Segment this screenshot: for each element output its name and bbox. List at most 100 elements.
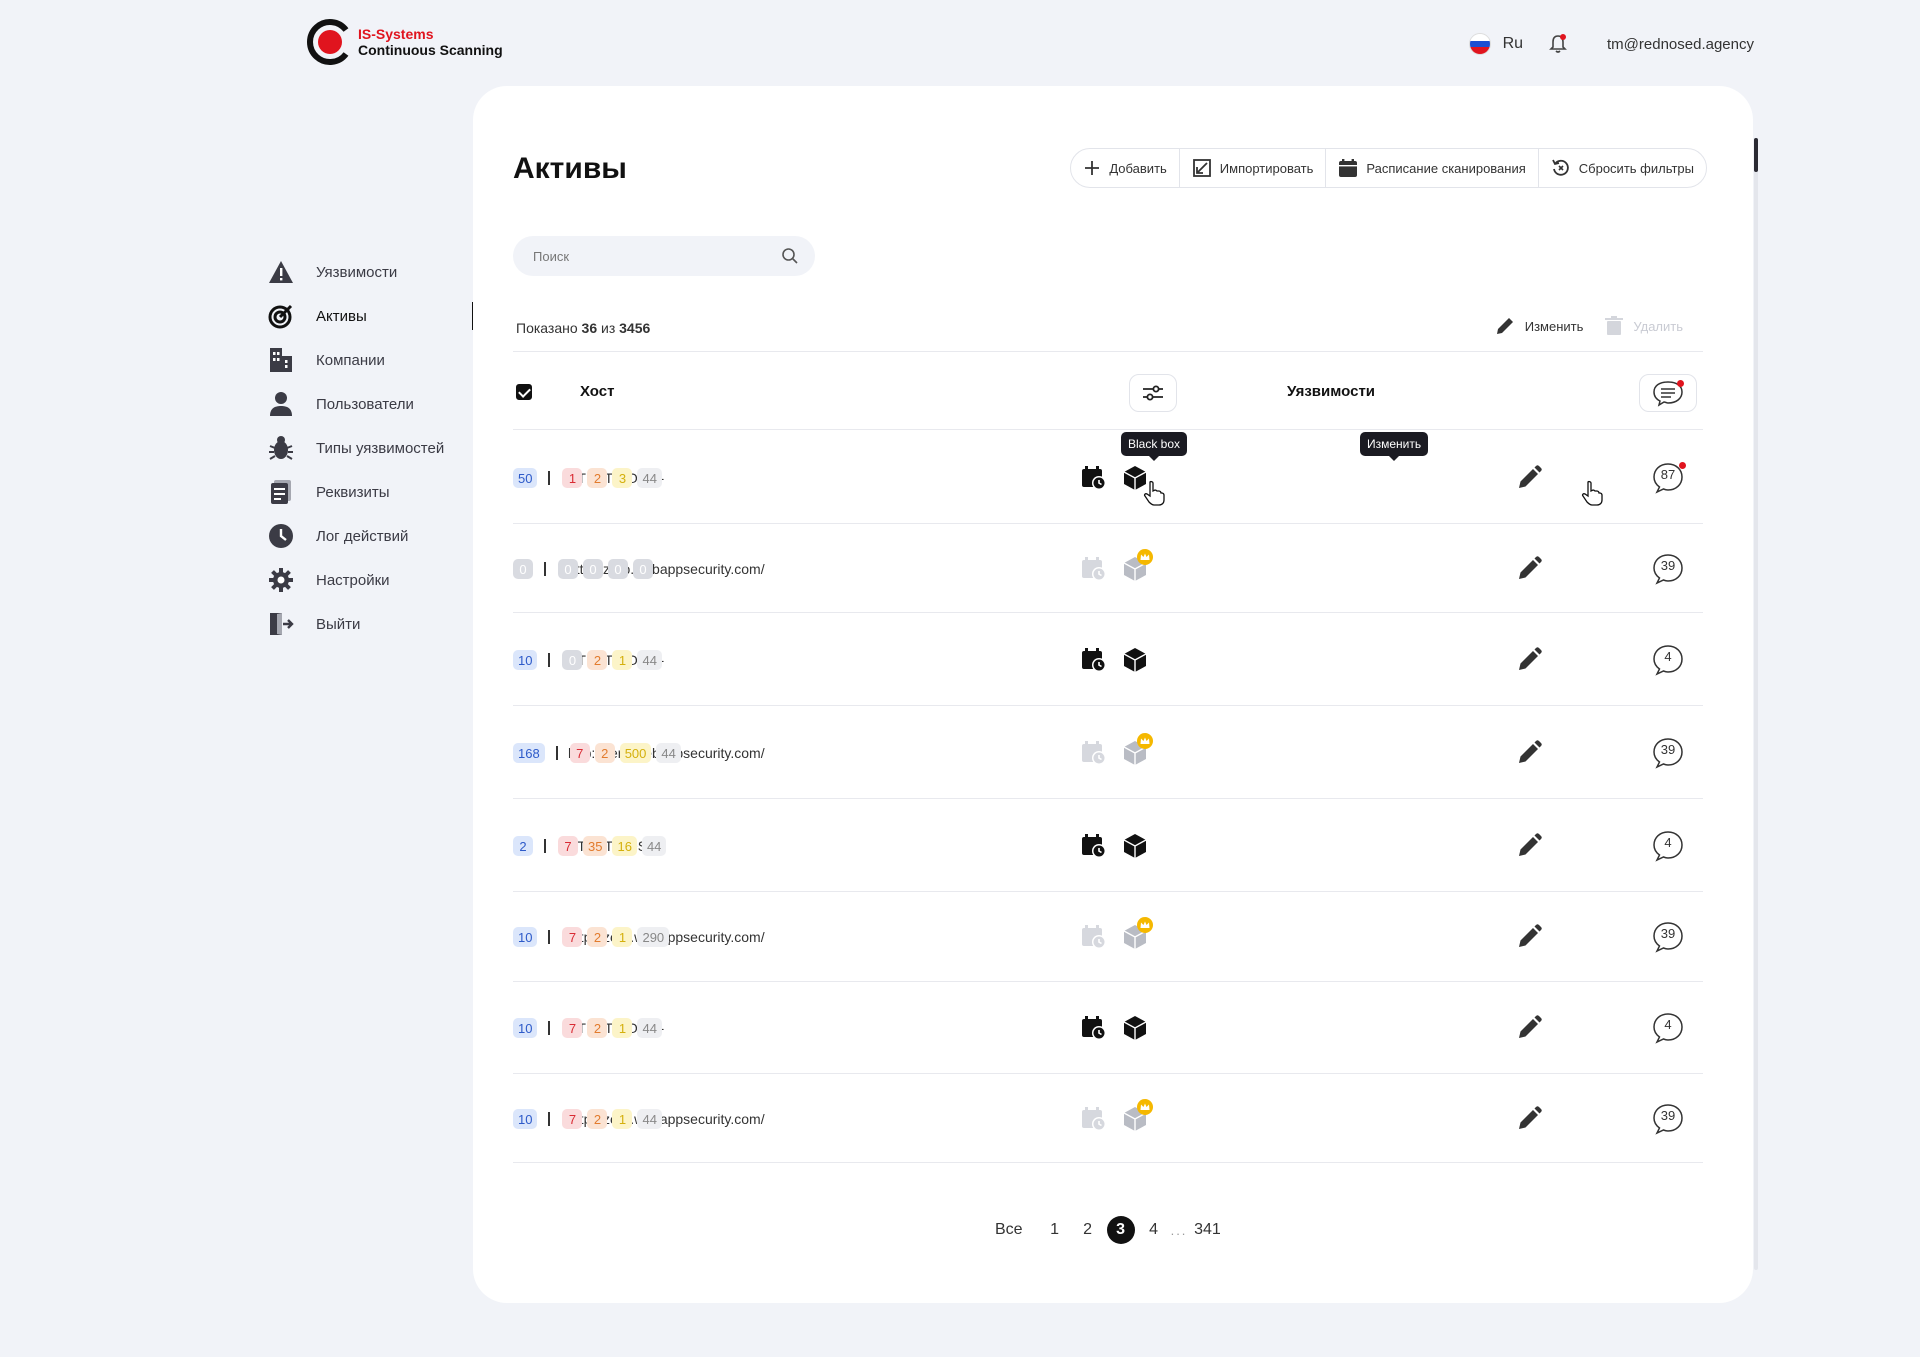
vuln-critical-badge[interactable]: 0 [558, 559, 578, 579]
vuln-low-badge[interactable]: 44 [656, 743, 681, 763]
column-filter-button[interactable] [1129, 374, 1177, 412]
vuln-total-badge[interactable]: 10 [513, 927, 538, 947]
scan-schedule-icon[interactable] [1080, 923, 1108, 951]
logo[interactable]: IS-Systems Continuous Scanning [306, 16, 503, 68]
user-email[interactable]: tm@rednosed.agency [1607, 35, 1754, 53]
vuln-total-badge[interactable]: 2 [513, 836, 533, 856]
notifications-bell-icon[interactable] [1547, 33, 1569, 55]
blackbox-cube-icon[interactable] [1121, 917, 1153, 951]
scan-schedule-icon[interactable] [1080, 464, 1108, 492]
vuln-high-badge[interactable]: 0 [583, 559, 603, 579]
vuln-low-badge[interactable]: 44 [637, 1109, 662, 1129]
scan-schedule-icon[interactable] [1080, 739, 1108, 767]
vuln-total-badge[interactable]: 168 [513, 743, 545, 763]
blackbox-cube-icon[interactable] [1121, 1014, 1149, 1042]
vuln-total-badge[interactable]: 50 [513, 468, 538, 488]
scrollbar-thumb[interactable] [1754, 138, 1758, 172]
blackbox-cube-icon[interactable] [1121, 832, 1149, 860]
page-last[interactable]: 341 [1194, 1221, 1221, 1238]
vuln-low-badge[interactable]: 0 [633, 559, 653, 579]
search-icon[interactable] [781, 247, 799, 265]
sidebar-item-requisites[interactable]: Реквизиты [266, 470, 474, 514]
vuln-total-badge[interactable]: 10 [513, 1018, 538, 1038]
scan-schedule-button[interactable]: Расписание сканирования [1326, 149, 1539, 187]
vuln-medium-badge[interactable]: 500 [619, 743, 652, 763]
blackbox-cube-icon[interactable] [1121, 646, 1149, 674]
vuln-medium-badge[interactable]: 1 [612, 1018, 633, 1038]
comments-filter-button[interactable] [1639, 374, 1697, 412]
page-link[interactable]: 1 [1050, 1221, 1060, 1238]
comments-button[interactable]: 4 [1651, 1011, 1685, 1045]
scan-schedule-icon[interactable] [1080, 646, 1108, 674]
vuln-critical-badge[interactable]: 7 [562, 1109, 583, 1129]
edit-row-button[interactable] [1514, 831, 1544, 861]
vuln-critical-badge[interactable]: 7 [558, 836, 578, 856]
vuln-low-badge[interactable]: 44 [637, 468, 662, 488]
vuln-total-badge[interactable]: 10 [513, 650, 538, 670]
vuln-critical-badge[interactable]: 7 [562, 927, 583, 947]
vuln-total-badge[interactable]: 10 [513, 1109, 538, 1129]
vuln-high-badge[interactable]: 2 [587, 1018, 608, 1038]
sidebar-item-settings[interactable]: Настройки [266, 558, 474, 602]
vuln-high-badge[interactable]: 2 [587, 927, 608, 947]
comments-button[interactable]: 39 [1651, 1102, 1685, 1136]
vuln-high-badge[interactable]: 35 [583, 836, 608, 856]
edit-row-button[interactable] [1514, 463, 1544, 493]
vuln-critical-badge[interactable]: 7 [569, 743, 590, 763]
edit-row-button[interactable] [1514, 738, 1544, 768]
sidebar-item-action-log[interactable]: Лог действий [266, 514, 474, 558]
vuln-low-badge[interactable]: 290 [637, 927, 670, 947]
comments-button[interactable]: 4 [1651, 643, 1685, 677]
add-button[interactable]: Добавить [1071, 149, 1180, 187]
edit-row-button[interactable] [1514, 922, 1544, 952]
scan-schedule-icon[interactable] [1080, 1105, 1108, 1133]
vuln-medium-badge[interactable]: 1 [612, 650, 633, 670]
vuln-high-badge[interactable]: 2 [587, 1109, 608, 1129]
sidebar-item-users[interactable]: Пользователи [266, 382, 474, 426]
vuln-medium-badge[interactable]: 16 [612, 836, 637, 856]
blackbox-cube-icon[interactable] [1121, 1099, 1153, 1133]
vuln-high-badge[interactable]: 2 [587, 650, 608, 670]
vuln-medium-badge[interactable]: 0 [608, 559, 628, 579]
scan-schedule-icon[interactable] [1080, 832, 1108, 860]
vuln-high-badge[interactable]: 2 [587, 468, 608, 488]
sidebar-item-vuln-types[interactable]: Типы уязвимостей [266, 426, 474, 470]
sidebar-item-assets[interactable]: Активы [266, 294, 474, 338]
vuln-critical-badge[interactable]: 0 [562, 650, 583, 670]
vuln-low-badge[interactable]: 44 [641, 836, 667, 856]
search-input[interactable] [533, 248, 781, 264]
comments-button[interactable]: 39 [1651, 920, 1685, 954]
blackbox-cube-icon[interactable] [1121, 733, 1153, 767]
vuln-low-badge[interactable]: 44 [637, 650, 662, 670]
page-all[interactable]: Все [995, 1221, 1023, 1238]
vuln-high-badge[interactable]: 2 [594, 743, 615, 763]
import-button[interactable]: Импортировать [1180, 149, 1327, 187]
column-header-vulns[interactable]: Уязвимости [1287, 383, 1376, 400]
table-row[interactable]: http://zero.webappsecurity.com/0 0 0 0 0 39 [513, 524, 1703, 613]
comments-button[interactable]: 4 [1651, 829, 1685, 863]
edit-row-button[interactable] [1514, 1104, 1544, 1134]
blackbox-cube-icon[interactable] [1121, 549, 1153, 583]
table-row[interactable]: http://zero.webappsecurity.com/168725004… [513, 706, 1703, 799]
page-scrollbar[interactable] [1754, 138, 1758, 1270]
page-current[interactable]: 3 [1106, 1216, 1135, 1244]
bulk-delete-button[interactable]: Удалить [1605, 316, 1683, 336]
edit-row-button[interactable] [1514, 645, 1544, 675]
sidebar-item-vulnerabilities[interactable]: Уязвимости [266, 250, 474, 294]
sidebar-item-companies[interactable]: Компании [266, 338, 474, 382]
vuln-total-badge[interactable]: 0 [513, 559, 533, 579]
blackbox-cube-icon[interactable] [1121, 464, 1149, 492]
table-row[interactable]: http://zero.webappsecurity.com/107212903… [513, 892, 1703, 982]
vuln-low-badge[interactable]: 44 [637, 1018, 662, 1038]
comments-button[interactable]: 87 [1651, 461, 1686, 495]
edit-row-button[interactable] [1514, 554, 1544, 584]
language-switcher[interactable]: Ru [1468, 33, 1523, 55]
vuln-medium-badge[interactable]: 1 [612, 927, 633, 947]
vuln-critical-badge[interactable]: 1 [562, 468, 583, 488]
comments-button[interactable]: 39 [1651, 736, 1685, 770]
page-link[interactable]: 2 [1083, 1221, 1093, 1238]
